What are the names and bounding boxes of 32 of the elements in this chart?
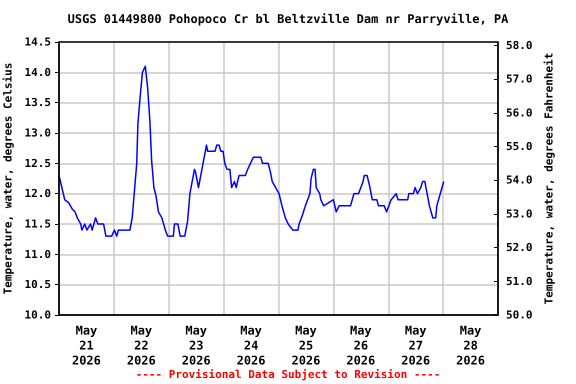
y2-tick-label: 54.0 — [506, 174, 532, 187]
y2-tick-label: 53.0 — [506, 207, 532, 220]
line-series — [58, 66, 444, 237]
x-tick-label: May 22 2026 — [126, 324, 156, 368]
y2-tick-label: 50.0 — [506, 308, 532, 322]
x-tick-label: May 28 2026 — [456, 324, 486, 368]
x-tick-label: May 23 2026 — [182, 324, 211, 368]
y2-axis-title: Temperature, water, degrees Fahrenheit — [542, 52, 556, 304]
y-tick-label: 10.5 — [24, 278, 51, 292]
x-tick-label: May 25 2026 — [291, 324, 320, 368]
x-tick-label: May 24 2026 — [236, 324, 266, 368]
y-tick-label: 13.5 — [24, 96, 51, 110]
chart-title: USGS 01449800 Pohopoco Cr bl Beltzville Dam nr Parryville, PA — [68, 12, 510, 26]
y2-tick-label: 57.0 — [506, 72, 532, 86]
y2-tick-label: 51.0 — [506, 274, 532, 288]
y2-tick-label: 52.0 — [506, 241, 532, 254]
y2-tick-label: 58.0 — [506, 38, 532, 52]
x-tick-label: May 26 2026 — [346, 324, 376, 368]
y2-tick-label: 56.0 — [506, 106, 532, 120]
y-tick-label: 12.5 — [24, 156, 51, 170]
y2-tick-label: 55.0 — [506, 140, 532, 153]
y-tick-label: 11.5 — [24, 218, 51, 230]
y-tick-label: 12.0 — [24, 187, 51, 200]
y-axis-title: Temperature, water, degrees Celsius — [2, 62, 15, 294]
x-tick-label: May 21 2026 — [72, 324, 101, 368]
y-tick-label: 11.0 — [24, 248, 51, 261]
y-tick-label: 14.0 — [24, 66, 51, 79]
y-tick-label: 13.0 — [24, 126, 51, 140]
y-tick-label: 10.0 — [24, 308, 51, 322]
text: ---- Provisional Data Subject to Revision ---- — [136, 368, 440, 381]
x-tick-label: May 27 2026 — [401, 324, 430, 368]
y-tick-label: 14.5 — [24, 36, 51, 48]
